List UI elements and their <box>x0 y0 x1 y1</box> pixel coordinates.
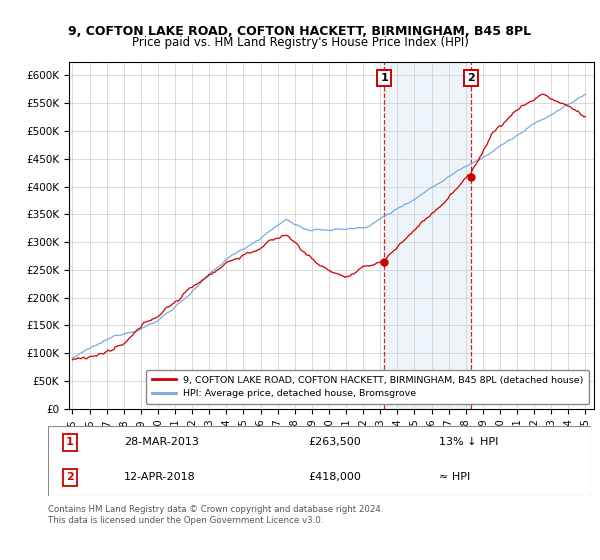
Bar <box>385 62 470 409</box>
Text: 2: 2 <box>467 73 475 83</box>
Text: 2: 2 <box>66 473 74 482</box>
Text: Contains HM Land Registry data © Crown copyright and database right 2024.
This d: Contains HM Land Registry data © Crown c… <box>48 505 383 525</box>
Text: Price paid vs. HM Land Registry's House Price Index (HPI): Price paid vs. HM Land Registry's House … <box>131 36 469 49</box>
Text: 13% ↓ HPI: 13% ↓ HPI <box>439 437 499 447</box>
Text: 12-APR-2018: 12-APR-2018 <box>124 473 196 482</box>
Text: 1: 1 <box>380 73 388 83</box>
Text: £263,500: £263,500 <box>308 437 361 447</box>
Text: 28-MAR-2013: 28-MAR-2013 <box>124 437 199 447</box>
Legend: 9, COFTON LAKE ROAD, COFTON HACKETT, BIRMINGHAM, B45 8PL (detached house), HPI: : 9, COFTON LAKE ROAD, COFTON HACKETT, BIR… <box>146 370 589 404</box>
Text: £418,000: £418,000 <box>308 473 362 482</box>
Text: 1: 1 <box>66 437 74 447</box>
Text: ≈ HPI: ≈ HPI <box>439 473 470 482</box>
FancyBboxPatch shape <box>48 426 591 496</box>
Text: 9, COFTON LAKE ROAD, COFTON HACKETT, BIRMINGHAM, B45 8PL: 9, COFTON LAKE ROAD, COFTON HACKETT, BIR… <box>68 25 532 38</box>
